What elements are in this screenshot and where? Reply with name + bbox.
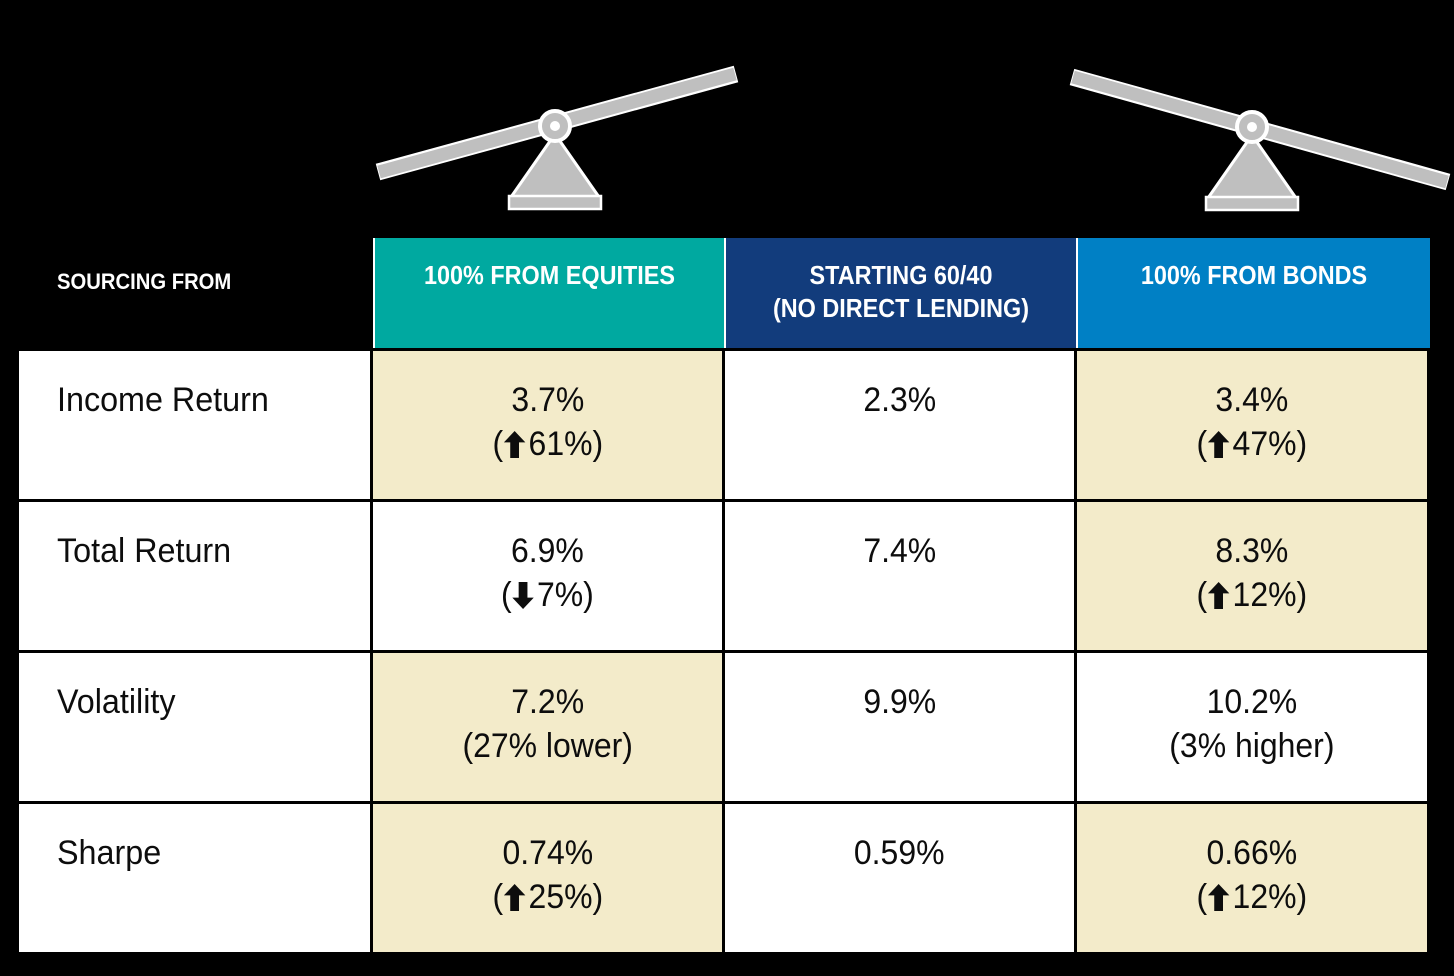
metric-value: 9.9% <box>863 683 936 721</box>
header-sourcing-from: SOURCING FROM <box>16 238 373 348</box>
fulcrum-triangle <box>508 131 602 199</box>
balance-seesaws-illustration <box>375 65 1451 212</box>
sourcing-comparison-table: SOURCING FROM 100% FROM EQUITIES STARTIN… <box>16 238 1430 955</box>
row-label-total-return: Total Return <box>19 502 370 650</box>
table-header-row: SOURCING FROM 100% FROM EQUITIES STARTIN… <box>16 238 1430 348</box>
header-label-line2: (NO DIRECT LENDING) <box>772 293 1030 323</box>
table-body: Income Return 3.7% (61%) 2.3% 3.4% (47%) <box>16 348 1430 955</box>
cell-volatility-bonds: 10.2% (3% higher) <box>1077 653 1427 801</box>
up-arrow-icon <box>1208 431 1230 458</box>
header-label: 100% FROM EQUITIES <box>424 260 675 290</box>
cell-sharpe-bonds: 0.66% (12%) <box>1077 804 1427 952</box>
cell-total-return-equities: 6.9% (7%) <box>373 502 722 650</box>
row-label-volatility: Volatility <box>19 653 370 801</box>
metric-value: 8.3% <box>1215 532 1289 570</box>
header-starting-60-40: STARTING 60/40 (NO DIRECT LENDING) <box>724 238 1076 348</box>
header-100-from-equities: 100% FROM EQUITIES <box>373 238 724 348</box>
metric-value: 7.2% <box>511 683 584 721</box>
metric-change: (7%) <box>501 576 594 614</box>
metric-change: (61%) <box>492 425 603 463</box>
row-label-income-return: Income Return <box>19 351 370 499</box>
cell-income-return-bonds: 3.4% (47%) <box>1077 351 1427 499</box>
cell-volatility-6040: 9.9% <box>725 653 1074 801</box>
cell-sharpe-6040: 0.59% <box>725 804 1074 952</box>
metric-value: 10.2% <box>1206 683 1298 721</box>
cell-total-return-bonds: 8.3% (12%) <box>1077 502 1427 650</box>
down-arrow-icon <box>512 582 535 609</box>
metric-value: 0.74% <box>502 834 593 872</box>
up-arrow-icon <box>1208 884 1230 911</box>
seesaw-icon-left <box>375 65 739 211</box>
metric-value: 3.4% <box>1215 381 1289 419</box>
metric-value: 7.4% <box>863 532 936 570</box>
metric-change: (47%) <box>1196 425 1308 463</box>
metric-change: (12%) <box>1196 878 1308 916</box>
up-arrow-icon <box>1208 582 1230 609</box>
pivot-hole <box>550 121 560 131</box>
pivot-hole <box>1247 122 1257 132</box>
up-arrow-icon <box>503 431 526 458</box>
cell-total-return-6040: 7.4% <box>725 502 1074 650</box>
fulcrum-base <box>1204 195 1300 212</box>
metric-change: (3% higher) <box>1169 727 1335 765</box>
metric-change: (12%) <box>1196 576 1308 614</box>
header-label-line1: STARTING 60/40 <box>809 260 993 290</box>
cell-income-return-equities: 3.7% (61%) <box>373 351 722 499</box>
metric-value: 0.66% <box>1206 834 1298 872</box>
header-label: SOURCING FROM <box>57 269 232 294</box>
header-label: 100% FROM BONDS <box>1140 260 1368 290</box>
header-100-from-bonds: 100% FROM BONDS <box>1076 238 1430 348</box>
metric-change: (25%) <box>492 878 603 916</box>
fulcrum-base <box>507 194 603 211</box>
metric-value: 6.9% <box>511 532 584 570</box>
cell-volatility-equities: 7.2% (27% lower) <box>373 653 722 801</box>
up-arrow-icon <box>503 884 526 911</box>
metric-value: 3.7% <box>511 381 584 419</box>
cell-income-return-6040: 2.3% <box>725 351 1074 499</box>
seesaw-icon-right <box>1069 68 1451 212</box>
metric-change: (27% lower) <box>462 727 633 765</box>
metric-value: 2.3% <box>863 381 936 419</box>
cell-sharpe-equities: 0.74% (25%) <box>373 804 722 952</box>
row-label-sharpe: Sharpe <box>19 804 370 952</box>
metric-value: 0.59% <box>854 834 945 872</box>
